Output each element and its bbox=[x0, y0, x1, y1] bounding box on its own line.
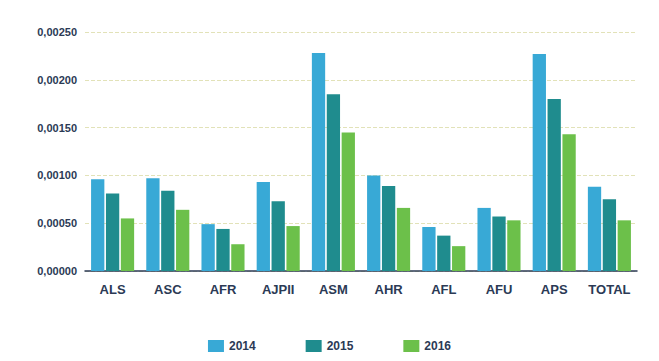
svg-text:0,00200: 0,00200 bbox=[37, 74, 77, 86]
svg-text:ASM: ASM bbox=[319, 282, 348, 297]
svg-text:ASC: ASC bbox=[154, 282, 182, 297]
svg-text:AFU: AFU bbox=[486, 282, 513, 297]
svg-text:2015: 2015 bbox=[327, 339, 354, 353]
svg-text:0,00100: 0,00100 bbox=[37, 169, 77, 181]
svg-text:2014: 2014 bbox=[229, 339, 256, 353]
svg-text:AFL: AFL bbox=[431, 282, 456, 297]
svg-text:0,00050: 0,00050 bbox=[37, 217, 77, 229]
svg-text:0,00250: 0,00250 bbox=[37, 26, 77, 38]
svg-text:AJPII: AJPII bbox=[262, 282, 295, 297]
svg-text:0,00000: 0,00000 bbox=[37, 265, 77, 277]
svg-text:2016: 2016 bbox=[424, 339, 451, 353]
svg-text:AHR: AHR bbox=[375, 282, 404, 297]
svg-text:ALS: ALS bbox=[100, 282, 126, 297]
svg-text:AFR: AFR bbox=[210, 282, 237, 297]
svg-text:0,00150: 0,00150 bbox=[37, 122, 77, 134]
svg-text:TOTAL: TOTAL bbox=[588, 282, 630, 297]
svg-text:APS: APS bbox=[541, 282, 568, 297]
